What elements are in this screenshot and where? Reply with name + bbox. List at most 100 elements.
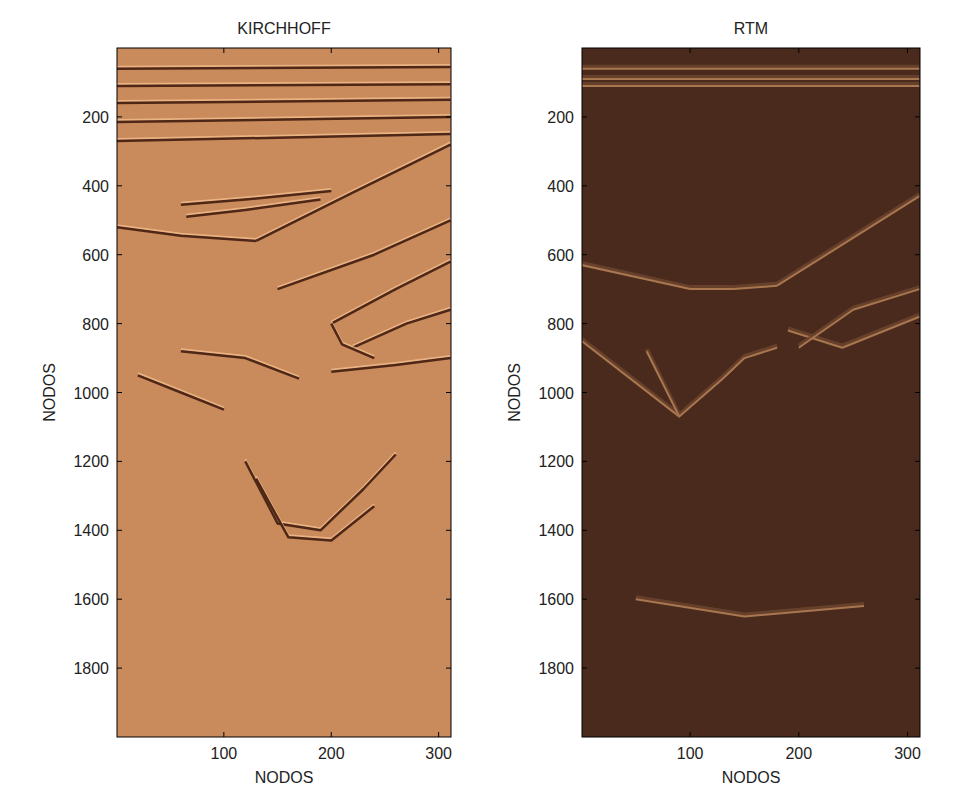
reflector-highlight [636,597,864,614]
reflector [181,351,299,379]
x-tick [690,732,691,737]
reflector [117,100,451,103]
reflector-highlight [777,194,919,284]
x-tick [223,732,224,737]
y-tick [117,461,122,462]
reflector [256,479,374,541]
y-tick-label: 200 [82,109,109,126]
reflector [723,348,777,379]
y-tick [117,392,122,393]
y-tick-label: 1800 [73,660,109,677]
image-background [117,48,451,737]
y-tick [582,599,587,600]
figure: 1002003002004006008001000120014001600180… [0,0,967,805]
y-tick [582,185,587,186]
y-tick-label: 200 [547,109,574,126]
y-tick [582,392,587,393]
x-tick [690,48,691,53]
reflector [582,78,920,80]
y-tick [117,599,122,600]
reflector-highlight [256,477,374,539]
panel-title: RTM [734,20,768,37]
panel: 1002003002004006008001000120014001600180… [506,20,921,786]
y-tick-label: 800 [82,316,109,333]
x-tick [907,48,908,53]
reflector-highlight [331,322,374,357]
y-tick-label: 1800 [538,660,574,677]
y-tick-label: 1400 [73,522,109,539]
x-tick-label: 300 [425,745,452,762]
x-tick-label: 200 [785,745,812,762]
y-tick-label: 400 [547,178,574,195]
x-tick-label: 100 [677,745,704,762]
reflectors [117,65,451,541]
y-tick [582,254,587,255]
reflector [777,196,919,286]
reflector [353,310,451,348]
y-tick [915,185,920,186]
x-axis-title: NODOS [255,769,314,786]
y-tick-label: 400 [82,178,109,195]
reflector [117,134,451,141]
reflector [117,84,451,86]
axes-frame [117,48,451,737]
y-tick [117,323,122,324]
y-tick [446,116,451,117]
y-tick [446,668,451,669]
y-tick-label: 1600 [73,591,109,608]
y-tick [915,461,920,462]
reflector-highlight [278,218,451,287]
y-tick-label: 1000 [538,385,574,402]
y-axis-title: NODOS [41,363,58,422]
y-tick [117,185,122,186]
y-tick [446,392,451,393]
x-tick [331,732,332,737]
y-tick [915,668,920,669]
x-tick-label: 200 [318,745,345,762]
reflector-highlight [582,82,920,86]
axes-frame [582,48,920,737]
panel-title: KIRCHHOFF [237,20,331,37]
reflector-highlight [186,198,320,215]
y-tick [582,668,587,669]
y-tick [117,116,122,117]
reflector [582,85,920,87]
panel: 1002003002004006008001000120014001600180… [41,20,452,786]
reflector-highlight [582,263,777,287]
y-tick [117,530,122,531]
reflector-highlight [799,287,920,346]
x-tick [438,48,439,53]
y-tick [915,323,920,324]
y-tick [582,461,587,462]
reflector [582,265,777,289]
y-axis-title: NODOS [506,363,523,422]
reflector [582,341,679,417]
x-tick [223,48,224,53]
x-tick-label: 100 [211,745,238,762]
reflector [647,351,723,416]
reflector-highlight [582,339,679,415]
y-tick [915,530,920,531]
y-tick [446,185,451,186]
x-axis-title: NODOS [722,769,781,786]
x-tick [798,48,799,53]
reflector [256,145,450,241]
reflector-highlight [331,356,450,370]
y-tick [446,323,451,324]
reflector-highlight [138,373,224,407]
y-tick [446,530,451,531]
y-tick [915,254,920,255]
x-tick [331,48,332,53]
y-tick-label: 1400 [538,522,574,539]
y-tick-label: 1200 [538,453,574,470]
reflector-highlight [582,65,920,69]
reflector-highlight [256,143,450,239]
reflector [331,324,374,359]
reflector [788,317,920,348]
reflectors [582,67,920,617]
y-tick [446,254,451,255]
y-tick [446,461,451,462]
y-tick [582,323,587,324]
y-tick [915,392,920,393]
y-tick [915,599,920,600]
